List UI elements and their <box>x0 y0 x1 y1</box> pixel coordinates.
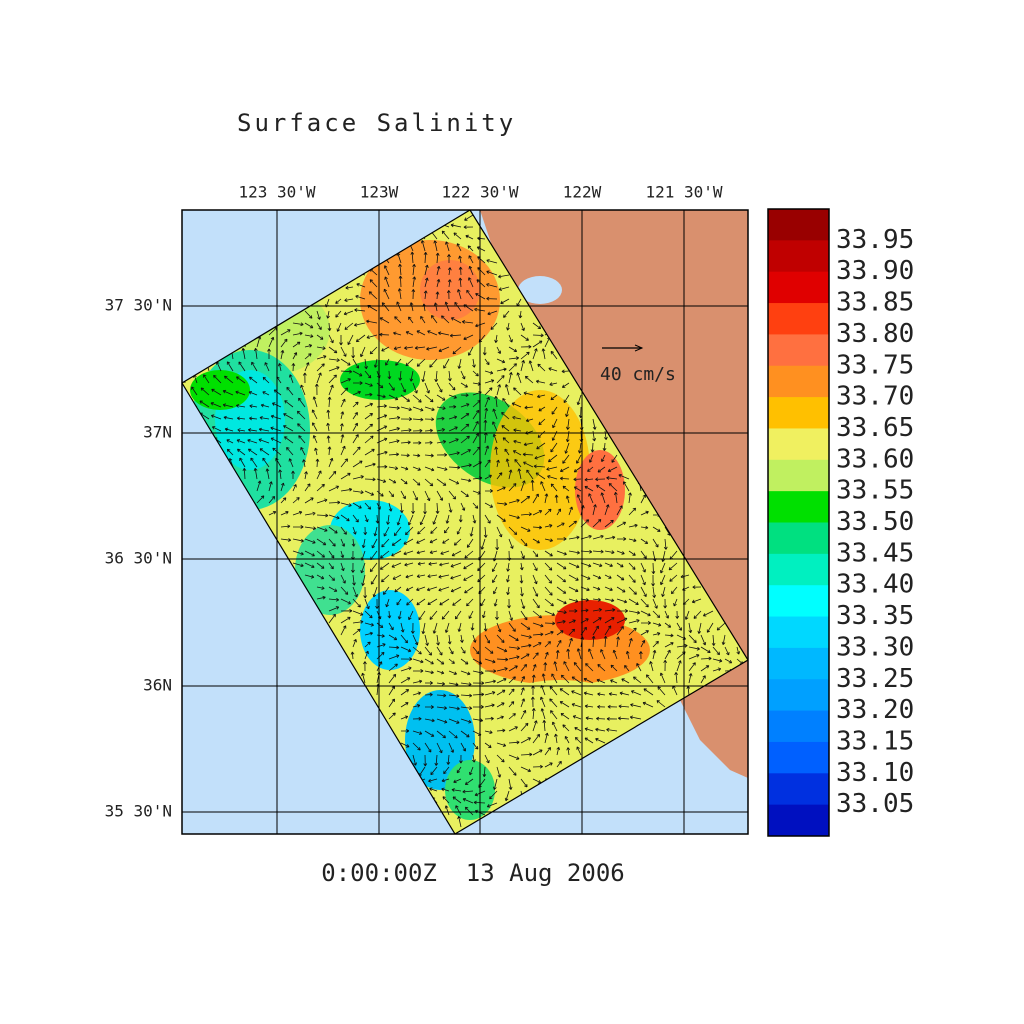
colorbar-label: 33.15 <box>836 726 914 756</box>
scale-label: 40 cm/s <box>600 364 676 385</box>
map-area <box>182 210 748 834</box>
lat-label: 37 30'N <box>105 296 172 315</box>
map-frame <box>181 209 749 835</box>
lon-label: 122 30'W <box>441 183 518 202</box>
colorbar-label: 33.20 <box>836 695 914 725</box>
colorbar-label: 33.35 <box>836 601 914 631</box>
colorbar: 33.9533.9033.8533.8033.7533.7033.6533.60… <box>767 208 914 837</box>
lat-label: 37N <box>143 423 172 442</box>
colorbar-segment <box>768 459 829 492</box>
lat-label: 36 30'N <box>105 549 172 568</box>
colorbar-segment <box>768 209 829 241</box>
colorbar-label: 33.40 <box>836 570 914 600</box>
colorbar-label: 33.75 <box>836 350 914 380</box>
colorbar-segment <box>768 365 829 398</box>
bay <box>518 276 562 304</box>
lon-label: 123W <box>360 183 399 202</box>
title: Surface Salinity <box>237 109 516 137</box>
colorbar-segment <box>768 679 829 712</box>
colorbar-label: 33.10 <box>836 758 914 788</box>
colorbar-label: 33.85 <box>836 288 914 318</box>
colorbar-label: 33.30 <box>836 632 914 662</box>
colorbar-segment <box>768 773 829 806</box>
colorbar-label: 33.05 <box>836 789 914 819</box>
timestamp: 0:00:00Z 13 Aug 2006 <box>321 859 624 887</box>
lat-labels: 37 30'N 37N 36 30'N 36N 35 30'N <box>105 296 172 821</box>
graticule <box>182 210 748 834</box>
colorbar-segment <box>768 804 829 837</box>
colorbar-label: 33.55 <box>836 476 914 506</box>
lat-label: 35 30'N <box>105 802 172 821</box>
lon-label: 122W <box>563 183 602 202</box>
colorbar-label: 33.25 <box>836 664 914 694</box>
colorbar-segment <box>768 397 829 429</box>
lon-label: 123 30'W <box>238 183 315 202</box>
colorbar-segment <box>768 553 829 586</box>
lat-label: 36N <box>143 676 172 695</box>
colorbar-segment <box>768 647 829 680</box>
colorbar-segment <box>768 240 829 273</box>
lon-labels: 123 30'W 123W 122 30'W 122W 121 30'W <box>238 183 722 202</box>
colorbar-segment <box>768 741 829 774</box>
colorbar-label: 33.65 <box>836 413 914 443</box>
colorbar-segment <box>768 491 829 523</box>
colorbar-segment <box>768 585 829 618</box>
colorbar-segment <box>768 616 829 649</box>
colorbar-label: 33.80 <box>836 319 914 349</box>
colorbar-segment <box>768 271 829 304</box>
colorbar-label: 33.45 <box>836 538 914 568</box>
colorbar-segment <box>768 334 829 367</box>
colorbar-label: 33.95 <box>836 225 914 255</box>
model-domain <box>182 210 748 834</box>
colorbar-segment <box>768 710 829 743</box>
colorbar-segment <box>768 522 829 555</box>
colorbar-label: 33.50 <box>836 507 914 537</box>
colorbar-segment <box>768 303 829 335</box>
colorbar-label: 33.70 <box>836 382 914 412</box>
lon-label: 121 30'W <box>645 183 722 202</box>
vector-scale: 40 cm/s <box>600 344 676 385</box>
colorbar-label: 33.90 <box>836 256 914 286</box>
colorbar-label: 33.60 <box>836 444 914 474</box>
colorbar-segment <box>768 428 829 461</box>
colorbar-frame <box>767 208 830 837</box>
